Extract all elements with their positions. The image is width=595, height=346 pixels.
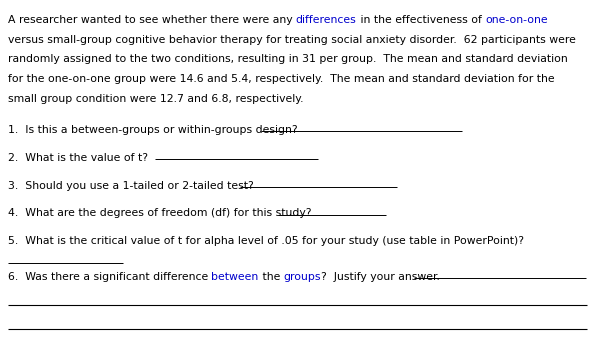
- Text: randomly assigned to the two conditions, resulting in 31 per group.  The mean an: randomly assigned to the two conditions,…: [8, 54, 568, 64]
- Text: groups: groups: [284, 272, 321, 282]
- Text: A researcher wanted to see whether there were any: A researcher wanted to see whether there…: [8, 15, 296, 25]
- Text: one-on-one: one-on-one: [485, 15, 547, 25]
- Text: 5.  What is the critical value of t for alpha level of .05 for your study (use t: 5. What is the critical value of t for a…: [8, 236, 524, 246]
- Text: the: the: [259, 272, 284, 282]
- Text: in the effectiveness of: in the effectiveness of: [356, 15, 485, 25]
- Text: 1.  Is this a between-groups or within-groups design?: 1. Is this a between-groups or within-gr…: [8, 125, 298, 135]
- Text: 2.  What is the value of t?: 2. What is the value of t?: [8, 153, 148, 163]
- Text: 4.  What are the degrees of freedom (df) for this study?: 4. What are the degrees of freedom (df) …: [8, 208, 311, 218]
- Text: 3.  Should you use a 1-tailed or 2-tailed test?: 3. Should you use a 1-tailed or 2-tailed…: [8, 181, 253, 191]
- Text: for the one-on-one group were 14.6 and 5.4, respectively.  The mean and standard: for the one-on-one group were 14.6 and 5…: [8, 74, 555, 84]
- Text: small group condition were 12.7 and 6.8, respectively.: small group condition were 12.7 and 6.8,…: [8, 94, 303, 104]
- Text: between: between: [211, 272, 259, 282]
- Text: 6.  Was there a significant difference: 6. Was there a significant difference: [8, 272, 211, 282]
- Text: differences: differences: [296, 15, 356, 25]
- Text: ?  Justify your answer.: ? Justify your answer.: [321, 272, 440, 282]
- Text: versus small-group cognitive behavior therapy for treating social anxiety disord: versus small-group cognitive behavior th…: [8, 35, 575, 45]
